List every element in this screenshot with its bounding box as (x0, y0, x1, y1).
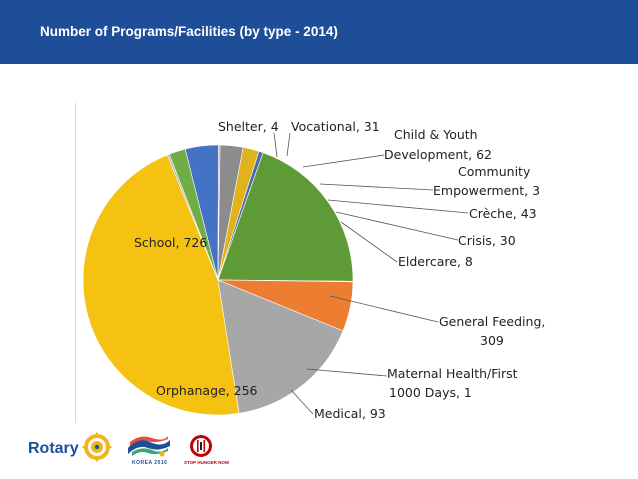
stop-hunger-now-text: STOP HUNGER NOW (184, 460, 230, 465)
page-title: Number of Programs/Facilities (by type -… (40, 24, 338, 39)
footer: Rotary KOREA 2016 STOP HUNGER NOW (0, 430, 638, 479)
korea-2016-text: KOREA 2016 (132, 460, 168, 466)
label-vocational: Vocational, 31 (291, 119, 380, 134)
stop-hunger-now-logo-icon (190, 435, 212, 457)
label-school: School, 726 (134, 235, 207, 250)
rotary-wheel-icon (82, 432, 112, 462)
label-maternal-2: 1000 Days, 1 (389, 385, 472, 400)
label-eldercare: Eldercare, 8 (398, 254, 473, 269)
leader-maternal (306, 368, 388, 377)
pie-slice-general-feeding (217, 152, 354, 282)
label-crisis: Crisis, 30 (458, 233, 516, 248)
leader-child-youth (302, 154, 385, 168)
label-community-1: Community (458, 164, 531, 179)
label-creche: Crèche, 43 (469, 206, 537, 221)
pie-slice-school (82, 154, 240, 416)
leader-eldercare (340, 221, 398, 263)
rotary-logo-text: Rotary (28, 440, 79, 457)
label-maternal-1: Maternal Health/First (387, 366, 518, 381)
label-community-2: Empowerment, 3 (433, 183, 540, 198)
leader-crisis (335, 211, 459, 241)
leader-community (319, 183, 434, 191)
label-orphanage: Orphanage, 256 (156, 383, 258, 398)
leader-medical (290, 389, 314, 415)
divider-line (75, 103, 76, 423)
pie-slice-orphanage (217, 279, 344, 414)
label-shelter: Shelter, 4 (218, 119, 279, 134)
label-child-youth-2: Development, 62 (384, 147, 492, 162)
leader-vocational (286, 132, 291, 157)
label-child-youth-1: Child & Youth (394, 127, 478, 142)
korea-2016-logo-icon (128, 436, 170, 457)
leader-general-feeding (329, 295, 439, 323)
label-medical: Medical, 93 (314, 406, 386, 421)
label-general-feeding-1: General Feeding, (439, 314, 545, 329)
header-bar: Number of Programs/Facilities (by type -… (0, 0, 638, 64)
leader-creche (327, 199, 469, 214)
pie-chart: School, 726 Shelter, 4 Vocational, 31 Ch… (82, 119, 545, 421)
label-general-feeding-2: 309 (480, 333, 504, 348)
leader-shelter (273, 132, 278, 158)
